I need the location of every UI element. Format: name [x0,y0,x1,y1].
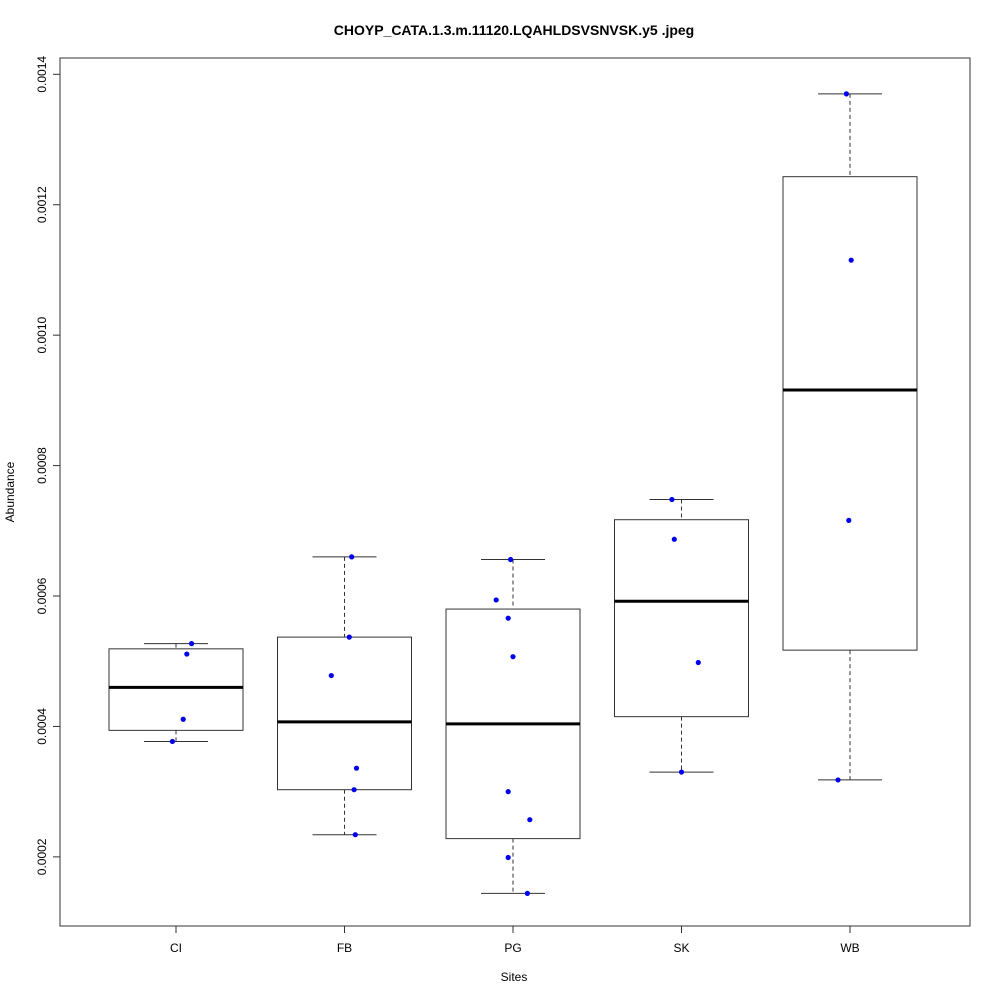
data-point [505,615,511,621]
box-fb [277,636,412,791]
data-point [843,91,850,97]
data-point [510,654,516,660]
y-tick-label: 0.0012 [35,186,49,223]
data-point [848,257,854,263]
y-tick-label: 0.0004 [35,708,49,745]
y-tick-label: 0.0010 [35,316,49,353]
plot-frame [59,57,971,927]
data-point [505,789,511,795]
data-point [189,641,195,647]
chart-title: CHOYP_CATA.1.3.m.11120.LQAHLDSVSNVSK.y5 … [334,22,695,38]
x-tick-label: PG [504,941,521,955]
y-tick-label: 0.0008 [35,447,49,484]
data-point [835,777,841,783]
data-point [671,536,677,542]
data-point [184,651,190,657]
data-point [846,517,852,523]
data-point [695,659,701,666]
box-ci [108,648,244,731]
data-point [678,769,685,775]
data-point [169,738,175,745]
x-tick-label: SK [673,941,689,955]
x-tick-label: WB [840,941,859,955]
data-point [524,890,531,896]
y-tick-label: 0.0014 [35,56,49,93]
data-point [527,817,533,823]
x-tick-label: CI [170,941,182,955]
data-point [346,634,352,640]
data-point [508,556,514,563]
data-point [505,854,511,861]
y-tick-label: 0.0006 [35,577,49,614]
data-point [180,716,186,722]
data-point [328,672,334,679]
y-tick-label: 0.0002 [35,838,49,875]
data-point [493,597,499,603]
y-axis-label: Abundance [3,461,17,522]
box-sk [614,519,749,718]
data-point [669,496,675,503]
data-point [351,787,357,793]
x-axis-label: Sites [501,970,528,984]
x-tick-label: FB [337,941,352,955]
data-point [352,832,358,838]
box-wb [782,176,918,651]
data-point [349,554,355,560]
data-point [353,765,360,771]
